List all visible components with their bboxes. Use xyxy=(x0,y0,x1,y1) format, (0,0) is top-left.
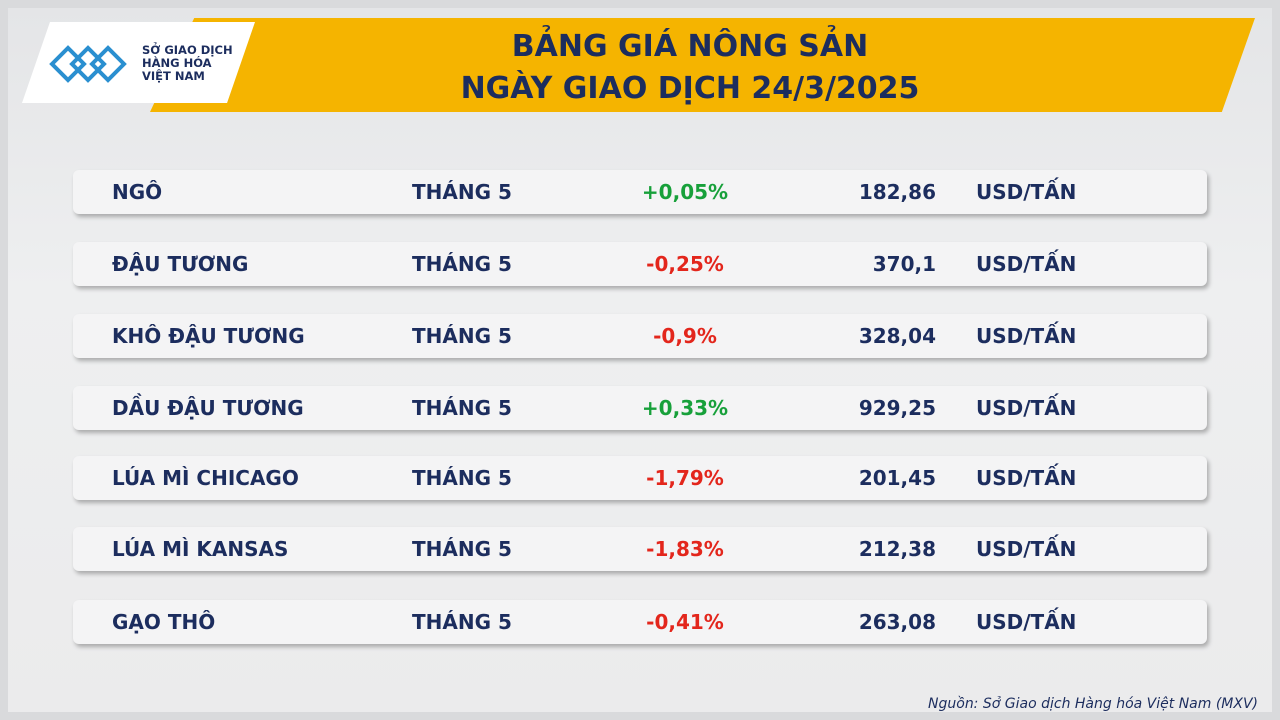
unit: USD/TẤN xyxy=(976,466,1077,490)
commodity: LÚA MÌ CHICAGO xyxy=(112,466,299,490)
logo-line: HÀNG HÓA xyxy=(142,56,212,70)
unit: USD/TẤN xyxy=(976,396,1077,420)
change: -0,25% xyxy=(646,252,724,276)
commodity: ĐẬU TƯƠNG xyxy=(112,252,249,276)
table-row: DẦU ĐẬU TƯƠNG THÁNG 5 +0,33% 929,25 USD/TẤN xyxy=(73,386,1207,430)
panel xyxy=(8,8,1272,712)
banner xyxy=(150,18,1255,112)
commodity: NGÔ xyxy=(112,180,163,204)
commodity: KHÔ ĐẬU TƯƠNG xyxy=(112,324,305,348)
unit: USD/TẤN xyxy=(976,537,1077,561)
logo-line: VIỆT NAM xyxy=(142,69,205,83)
commodity: LÚA MÌ KANSAS xyxy=(112,537,289,561)
contract-month: THÁNG 5 xyxy=(412,324,512,348)
price: 182,86 xyxy=(858,180,936,204)
commodity: GẠO THÔ xyxy=(112,610,216,634)
table-row: LÚA MÌ CHICAGO THÁNG 5 -1,79% 201,45 USD/TẤN xyxy=(73,456,1207,500)
price: 328,04 xyxy=(858,324,936,348)
unit: USD/TẤN xyxy=(976,324,1077,348)
table-row: ĐẬU TƯƠNG THÁNG 5 -0,25% 370,1 USD/TẤN xyxy=(73,242,1207,286)
change: -1,79% xyxy=(646,466,724,490)
logo-line: SỞ GIAO DỊCH xyxy=(142,43,233,57)
contract-month: THÁNG 5 xyxy=(412,610,512,634)
unit: USD/TẤN xyxy=(976,252,1077,276)
price: 212,38 xyxy=(858,537,936,561)
change: -0,41% xyxy=(646,610,724,634)
contract-month: THÁNG 5 xyxy=(412,396,512,420)
contract-month: THÁNG 5 xyxy=(412,537,512,561)
price: 370,1 xyxy=(872,252,936,276)
price: 929,25 xyxy=(858,396,936,420)
change: -1,83% xyxy=(646,537,724,561)
price: 263,08 xyxy=(858,610,936,634)
title-line: BẢNG GIÁ NÔNG SẢN xyxy=(511,29,869,64)
logo-text: SỞ GIAO DỊCH HÀNG HÓA VIỆT NAM xyxy=(142,44,233,83)
contract-month: THÁNG 5 xyxy=(412,466,512,490)
source: Nguồn: Sở Giao dịch Hàng hóa Việt Nam (M… xyxy=(928,696,1258,712)
price: 201,45 xyxy=(858,466,936,490)
contract-month: THÁNG 5 xyxy=(412,252,512,276)
title: BẢNG GIÁ NÔNG SẢN NGÀY GIAO DỊCH 24/3/20… xyxy=(330,26,1050,110)
table-row: NGÔ THÁNG 5 +0,05% 182,86 USD/TẤN xyxy=(73,170,1207,214)
table-row: LÚA MÌ KANSAS THÁNG 5 -1,83% 212,38 USD/TẤN xyxy=(73,527,1207,571)
change: -0,9% xyxy=(653,324,717,348)
contract-month: THÁNG 5 xyxy=(412,180,512,204)
unit: USD/TẤN xyxy=(976,610,1077,634)
unit: USD/TẤN xyxy=(976,180,1077,204)
change: +0,05% xyxy=(641,180,729,204)
logo-icon xyxy=(49,45,127,83)
logo: SỞ GIAO DỊCH HÀNG HÓA VIỆT NAM xyxy=(22,22,255,103)
change: +0,33% xyxy=(641,396,729,420)
title-line: NGÀY GIAO DỊCH 24/3/2025 xyxy=(460,71,920,106)
commodity: DẦU ĐẬU TƯƠNG xyxy=(112,396,304,420)
table-row: KHÔ ĐẬU TƯƠNG THÁNG 5 -0,9% 328,04 USD/TẤN xyxy=(73,314,1207,358)
table-row: GẠO THÔ THÁNG 5 -0,41% 263,08 USD/TẤN xyxy=(73,600,1207,644)
